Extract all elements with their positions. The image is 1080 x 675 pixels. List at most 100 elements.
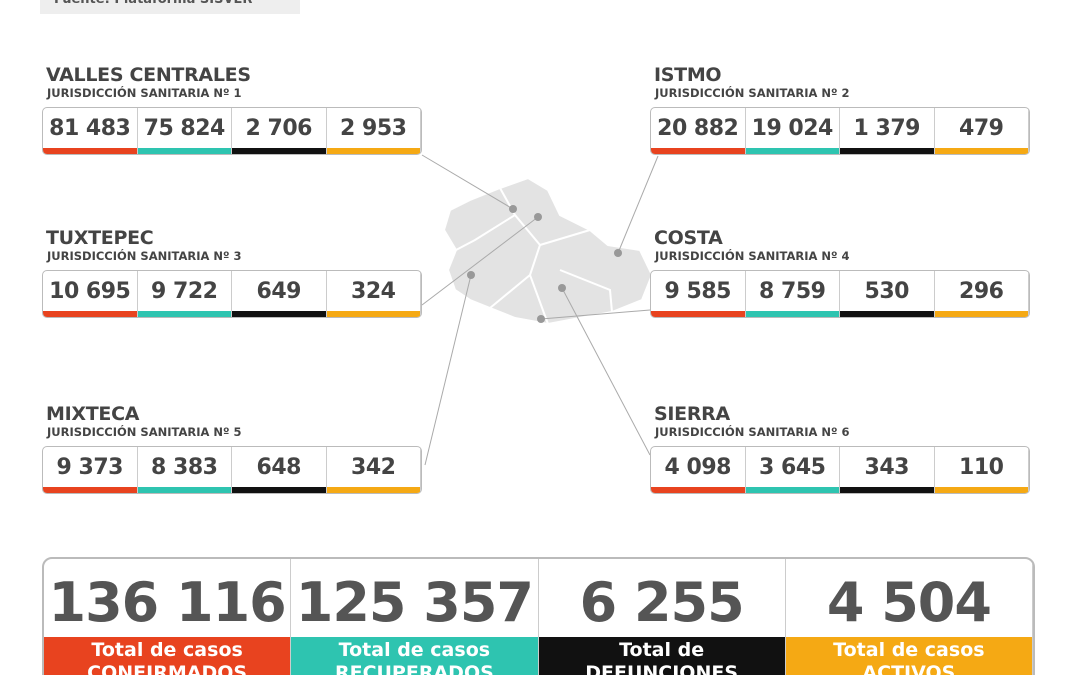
region-value: 20 882 bbox=[651, 108, 746, 154]
color-bar bbox=[137, 487, 231, 493]
color-bar bbox=[232, 311, 326, 317]
region-value: 110 bbox=[934, 447, 1029, 493]
region-subtitle: JURISDICCIÓN SANITARIA Nº 3 bbox=[47, 249, 242, 263]
total-label: Total de DEFUNCIONES bbox=[538, 637, 785, 675]
value-text: 343 bbox=[864, 455, 910, 480]
total-value: 125 357 bbox=[295, 571, 534, 634]
color-bar bbox=[232, 148, 326, 154]
region-value: 2 706 bbox=[232, 108, 327, 154]
label-line: CONFIRMADOS bbox=[87, 662, 248, 675]
connector bbox=[540, 309, 651, 320]
total-cell: 4 504 Total de casos ACTIVOS bbox=[785, 559, 1033, 675]
total-cell: 6 255 Total de DEFUNCIONES bbox=[538, 559, 786, 675]
region-value: 9 373 bbox=[43, 447, 138, 493]
totals-box: 136 116 Total de casos CONFIRMADOS 125 357 T… bbox=[42, 557, 1035, 675]
region-value: 342 bbox=[326, 447, 421, 493]
color-bar bbox=[934, 487, 1028, 493]
region-box: 9 373 8 383 648 342 bbox=[42, 446, 422, 494]
label-line: ACTIVOS bbox=[862, 662, 956, 675]
color-bar bbox=[326, 487, 420, 493]
color-bar bbox=[651, 311, 745, 317]
region-value: 9 585 bbox=[651, 271, 746, 317]
value-text: 19 024 bbox=[751, 116, 834, 141]
color-bar bbox=[43, 311, 137, 317]
color-bar bbox=[137, 148, 231, 154]
region-subtitle: JURISDICCIÓN SANITARIA Nº 6 bbox=[655, 425, 850, 439]
region-value: 9 722 bbox=[137, 271, 232, 317]
value-text: 530 bbox=[864, 279, 910, 304]
color-bar bbox=[934, 311, 1028, 317]
region-value: 75 824 bbox=[137, 108, 232, 154]
value-text: 81 483 bbox=[49, 116, 131, 141]
total-cell: 125 357 Total de casos RECUPERADOS bbox=[291, 559, 539, 675]
value-text: 342 bbox=[351, 455, 396, 480]
total-value: 6 255 bbox=[579, 571, 745, 634]
dot bbox=[537, 315, 545, 323]
connector bbox=[424, 274, 472, 466]
value-text: 75 824 bbox=[143, 116, 226, 141]
value-text: 4 098 bbox=[664, 455, 732, 480]
value-text: 110 bbox=[959, 455, 1004, 480]
total-label: Total de casos ACTIVOS bbox=[785, 637, 1032, 675]
label-line: RECUPERADOS bbox=[334, 662, 494, 675]
color-bar bbox=[232, 487, 326, 493]
value-text: 649 bbox=[256, 279, 302, 304]
region-subtitle: JURISDICCIÓN SANITARIA Nº 5 bbox=[47, 425, 242, 439]
region-box: 10 695 9 722 649 324 bbox=[42, 270, 422, 318]
region-box: 9 585 8 759 530 296 bbox=[650, 270, 1030, 318]
connector bbox=[561, 287, 651, 456]
dot bbox=[614, 249, 622, 257]
region-value: 324 bbox=[326, 271, 421, 317]
value-text: 479 bbox=[959, 116, 1004, 141]
region-name: VALLES CENTRALES bbox=[46, 64, 251, 86]
label-line: Total de bbox=[619, 639, 705, 661]
region-value: 10 695 bbox=[43, 271, 138, 317]
region-name: TUXTEPEC bbox=[46, 227, 154, 249]
total-value: 4 504 bbox=[826, 571, 992, 634]
value-text: 9 585 bbox=[664, 279, 732, 304]
color-bar bbox=[840, 148, 934, 154]
region-name: SIERRA bbox=[654, 403, 730, 425]
value-text: 2 953 bbox=[340, 116, 407, 141]
label-line: Total de casos bbox=[833, 639, 985, 661]
value-text: 8 759 bbox=[759, 279, 826, 304]
region-value: 3 645 bbox=[745, 447, 840, 493]
region-box: 20 882 19 024 1 379 479 bbox=[650, 107, 1030, 155]
color-bar bbox=[326, 148, 420, 154]
value-text: 10 695 bbox=[49, 279, 131, 304]
value-text: 8 383 bbox=[151, 455, 218, 480]
dot bbox=[558, 284, 566, 292]
value-text: 324 bbox=[351, 279, 396, 304]
region-value: 19 024 bbox=[745, 108, 840, 154]
color-bar bbox=[43, 148, 137, 154]
dot bbox=[467, 271, 475, 279]
region-value: 8 759 bbox=[745, 271, 840, 317]
connector bbox=[421, 216, 539, 306]
color-bar bbox=[651, 148, 745, 154]
value-text: 1 379 bbox=[853, 116, 921, 141]
color-bar bbox=[137, 311, 231, 317]
region-name: ISTMO bbox=[654, 64, 722, 86]
region-value: 530 bbox=[840, 271, 935, 317]
color-bar bbox=[651, 487, 745, 493]
connector-lines bbox=[421, 154, 659, 466]
value-text: 20 882 bbox=[657, 116, 739, 141]
color-bar bbox=[326, 311, 420, 317]
map-dots bbox=[467, 205, 622, 323]
value-text: 296 bbox=[959, 279, 1004, 304]
region-subtitle: JURISDICCIÓN SANITARIA Nº 1 bbox=[47, 86, 242, 100]
total-value: 136 116 bbox=[48, 571, 287, 634]
region-value: 4 098 bbox=[651, 447, 746, 493]
value-text: 9 722 bbox=[151, 279, 218, 304]
region-name: MIXTECA bbox=[46, 403, 140, 425]
total-cell: 136 116 Total de casos CONFIRMADOS bbox=[44, 559, 292, 675]
total-label: Total de casos RECUPERADOS bbox=[291, 637, 538, 675]
label-line: Total de casos bbox=[338, 639, 491, 661]
label-line: Total de casos bbox=[91, 639, 243, 661]
total-label: Total de casos CONFIRMADOS bbox=[44, 637, 291, 675]
region-value: 1 379 bbox=[840, 108, 935, 154]
source: Fuente: Plataforma SISVER bbox=[40, 0, 300, 14]
region-value: 648 bbox=[232, 447, 327, 493]
color-bar bbox=[43, 487, 137, 493]
